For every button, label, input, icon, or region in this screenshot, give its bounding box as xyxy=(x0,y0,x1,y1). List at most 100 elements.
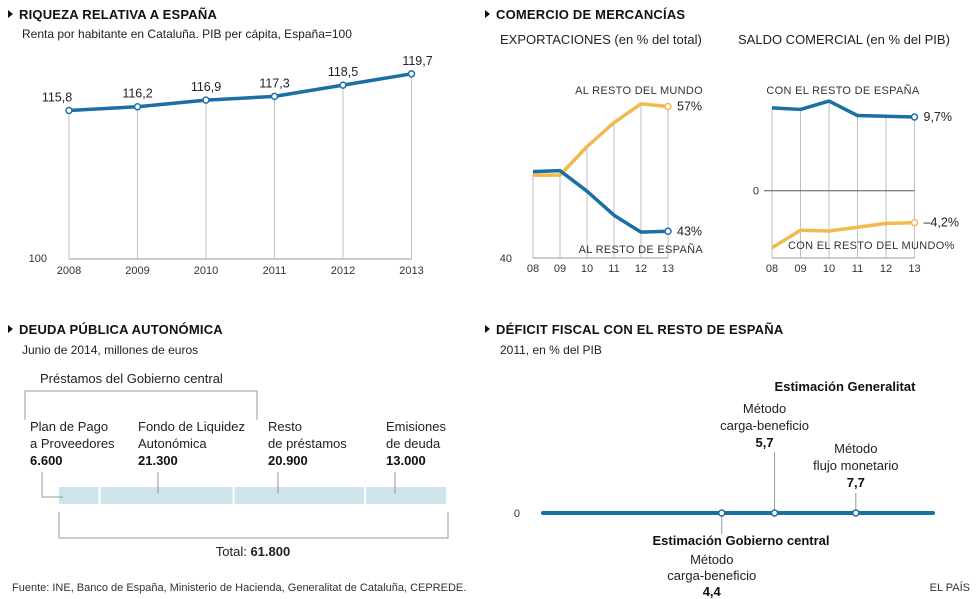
data-point xyxy=(133,102,142,111)
x-tick-label: 2011 xyxy=(263,265,287,277)
x-tick-label: 12 xyxy=(880,263,892,275)
data-label: 116,9 xyxy=(191,80,221,94)
x-tick-label: 09 xyxy=(554,263,566,275)
data-point xyxy=(718,509,726,517)
point-label: carga-beneficio xyxy=(720,418,809,433)
deficit-title-text: DÉFICIT FISCAL CON EL RESTO DE ESPAÑA xyxy=(496,322,784,337)
data-label: 117,3 xyxy=(259,76,289,90)
exportaciones-subtitle: EXPORTACIONES (en % del total) xyxy=(500,32,702,47)
data-label: 115,8 xyxy=(42,90,72,104)
deficit-chart: 0 Estimación Generalitat Estimación Gobier… xyxy=(514,379,935,598)
deuda-title: DEUDA PÚBLICA AUTONÓMICA xyxy=(8,322,223,337)
deficit-subtitle: 2011, en % del PIB xyxy=(500,343,602,357)
x-tick-label: 2013 xyxy=(399,265,423,277)
bar-segment xyxy=(366,487,446,504)
source-note: Fuente: INE, Banco de España, Ministerio… xyxy=(12,582,467,594)
series-line xyxy=(533,102,669,177)
x-tick-label: 09 xyxy=(794,263,806,275)
point-label: Método xyxy=(743,401,786,416)
x-tick-label: 13 xyxy=(662,263,674,275)
x-tick-label: 2010 xyxy=(194,265,218,277)
series-label: CON EL RESTO DE ESPAÑA xyxy=(766,84,919,97)
data-point xyxy=(202,96,210,104)
zero-label: 0 xyxy=(753,186,759,198)
x-tick-label: 10 xyxy=(823,263,835,275)
segment-label: de deuda xyxy=(386,436,441,451)
bullet-icon xyxy=(8,10,13,18)
data-point xyxy=(910,113,919,121)
end-label: 57% xyxy=(677,100,702,114)
total-label: Total: 61.800 xyxy=(216,544,290,559)
x-tick-label: 08 xyxy=(766,263,778,275)
data-point xyxy=(664,227,672,236)
series-label-suffix: % xyxy=(945,240,955,252)
deuda-title-text: DEUDA PÚBLICA AUTONÓMICA xyxy=(19,322,223,337)
series-line xyxy=(68,72,412,113)
data-point xyxy=(65,106,73,115)
data-point xyxy=(339,81,347,89)
series-label: CON EL RESTO DEL MUNDO% xyxy=(788,240,955,252)
point-label: Método xyxy=(690,552,733,567)
bar-segment xyxy=(59,487,99,504)
data-point xyxy=(770,509,779,517)
brand-logo: EL PAÍS xyxy=(929,582,970,594)
zero-label: 0 xyxy=(514,508,520,520)
segment-label: Fondo de Liquidez xyxy=(138,419,245,434)
x-tick-label: 10 xyxy=(581,263,593,275)
segment-value: 20.900 xyxy=(268,453,308,468)
end-label: 43% xyxy=(677,224,702,238)
x-tick-label: 13 xyxy=(908,263,920,275)
group-label: Estimación Gobierno central xyxy=(653,533,830,548)
segment-label: Emisiones xyxy=(386,419,446,434)
x-tick-label: 2008 xyxy=(57,265,81,277)
data-label: 118,5 xyxy=(328,65,358,79)
segment-value: 6.600 xyxy=(30,453,63,468)
group-label: Estimación Generalitat xyxy=(775,379,917,394)
end-label: 9,7% xyxy=(924,110,953,124)
riqueza-subtitle: Renta por habitante en Cataluña. PIB per… xyxy=(22,27,352,41)
point-label: flujo monetario xyxy=(813,458,898,473)
total-label-text: Total: xyxy=(216,544,251,559)
group-bracket xyxy=(24,390,258,420)
bullet-icon xyxy=(485,10,490,18)
x-tick-label: 2012 xyxy=(331,265,355,277)
total-bracket xyxy=(58,512,449,539)
x-tick-label: 08 xyxy=(527,263,539,275)
saldo-subtitle: SALDO COMERCIAL (en % del PIB) xyxy=(738,32,950,47)
bar-segment xyxy=(234,487,365,504)
bullet-icon xyxy=(485,325,490,333)
data-point xyxy=(852,509,860,517)
saldo-chart: 08 09 10 11 12 13 0 9,7% –4,2% CON EL RESTO DE ES… xyxy=(753,84,959,275)
exportaciones-chart: 08 09 10 11 12 13 40 57% AL RESTO DEL MUNDO 43% AL… xyxy=(500,85,703,275)
data-point xyxy=(910,218,919,227)
series-line xyxy=(532,168,669,234)
x-tick-label: 12 xyxy=(635,263,647,275)
deuda-subtitle: Junio de 2014, millones de euros xyxy=(22,343,199,357)
riqueza-title-text: RIQUEZA RELATIVA A ESPAÑA xyxy=(19,7,218,22)
data-point xyxy=(664,102,672,111)
x-tick-label: 2009 xyxy=(125,265,149,277)
end-label: –4,2% xyxy=(924,216,959,230)
series-line xyxy=(771,220,915,250)
point-value: 5,7 xyxy=(756,435,774,450)
segment-label: de préstamos xyxy=(268,436,347,451)
point-label: Método xyxy=(834,441,877,456)
deficit-title: DÉFICIT FISCAL CON EL RESTO DE ESPAÑA xyxy=(485,322,783,337)
riqueza-chart: 100 115,8 2008 116,2 2009 116,9 2010 117,3 2011 1… xyxy=(29,54,433,277)
leader-line xyxy=(41,472,63,498)
bar-segment xyxy=(100,487,233,504)
series-label: AL RESTO DEL MUNDO xyxy=(575,85,703,97)
data-point xyxy=(407,70,416,78)
deuda-chart: Préstamos del Gobierno central Plan de Pa… xyxy=(24,371,449,559)
riqueza-title: RIQUEZA RELATIVA A ESPAÑA xyxy=(8,7,217,22)
x-tick-label: 11 xyxy=(608,263,619,275)
y-tick-label: 100 xyxy=(29,253,47,265)
y-tick-label: 40 xyxy=(500,253,512,265)
series-label-name: CON EL RESTO DEL MUNDO xyxy=(788,240,945,252)
x-tick-label: 11 xyxy=(852,263,863,275)
point-label: carga-beneficio xyxy=(667,568,756,583)
bullet-icon xyxy=(8,325,13,333)
comercio-title: COMERCIO DE MERCANCÍAS xyxy=(485,7,685,22)
data-point xyxy=(270,92,279,101)
series-line xyxy=(771,99,915,119)
